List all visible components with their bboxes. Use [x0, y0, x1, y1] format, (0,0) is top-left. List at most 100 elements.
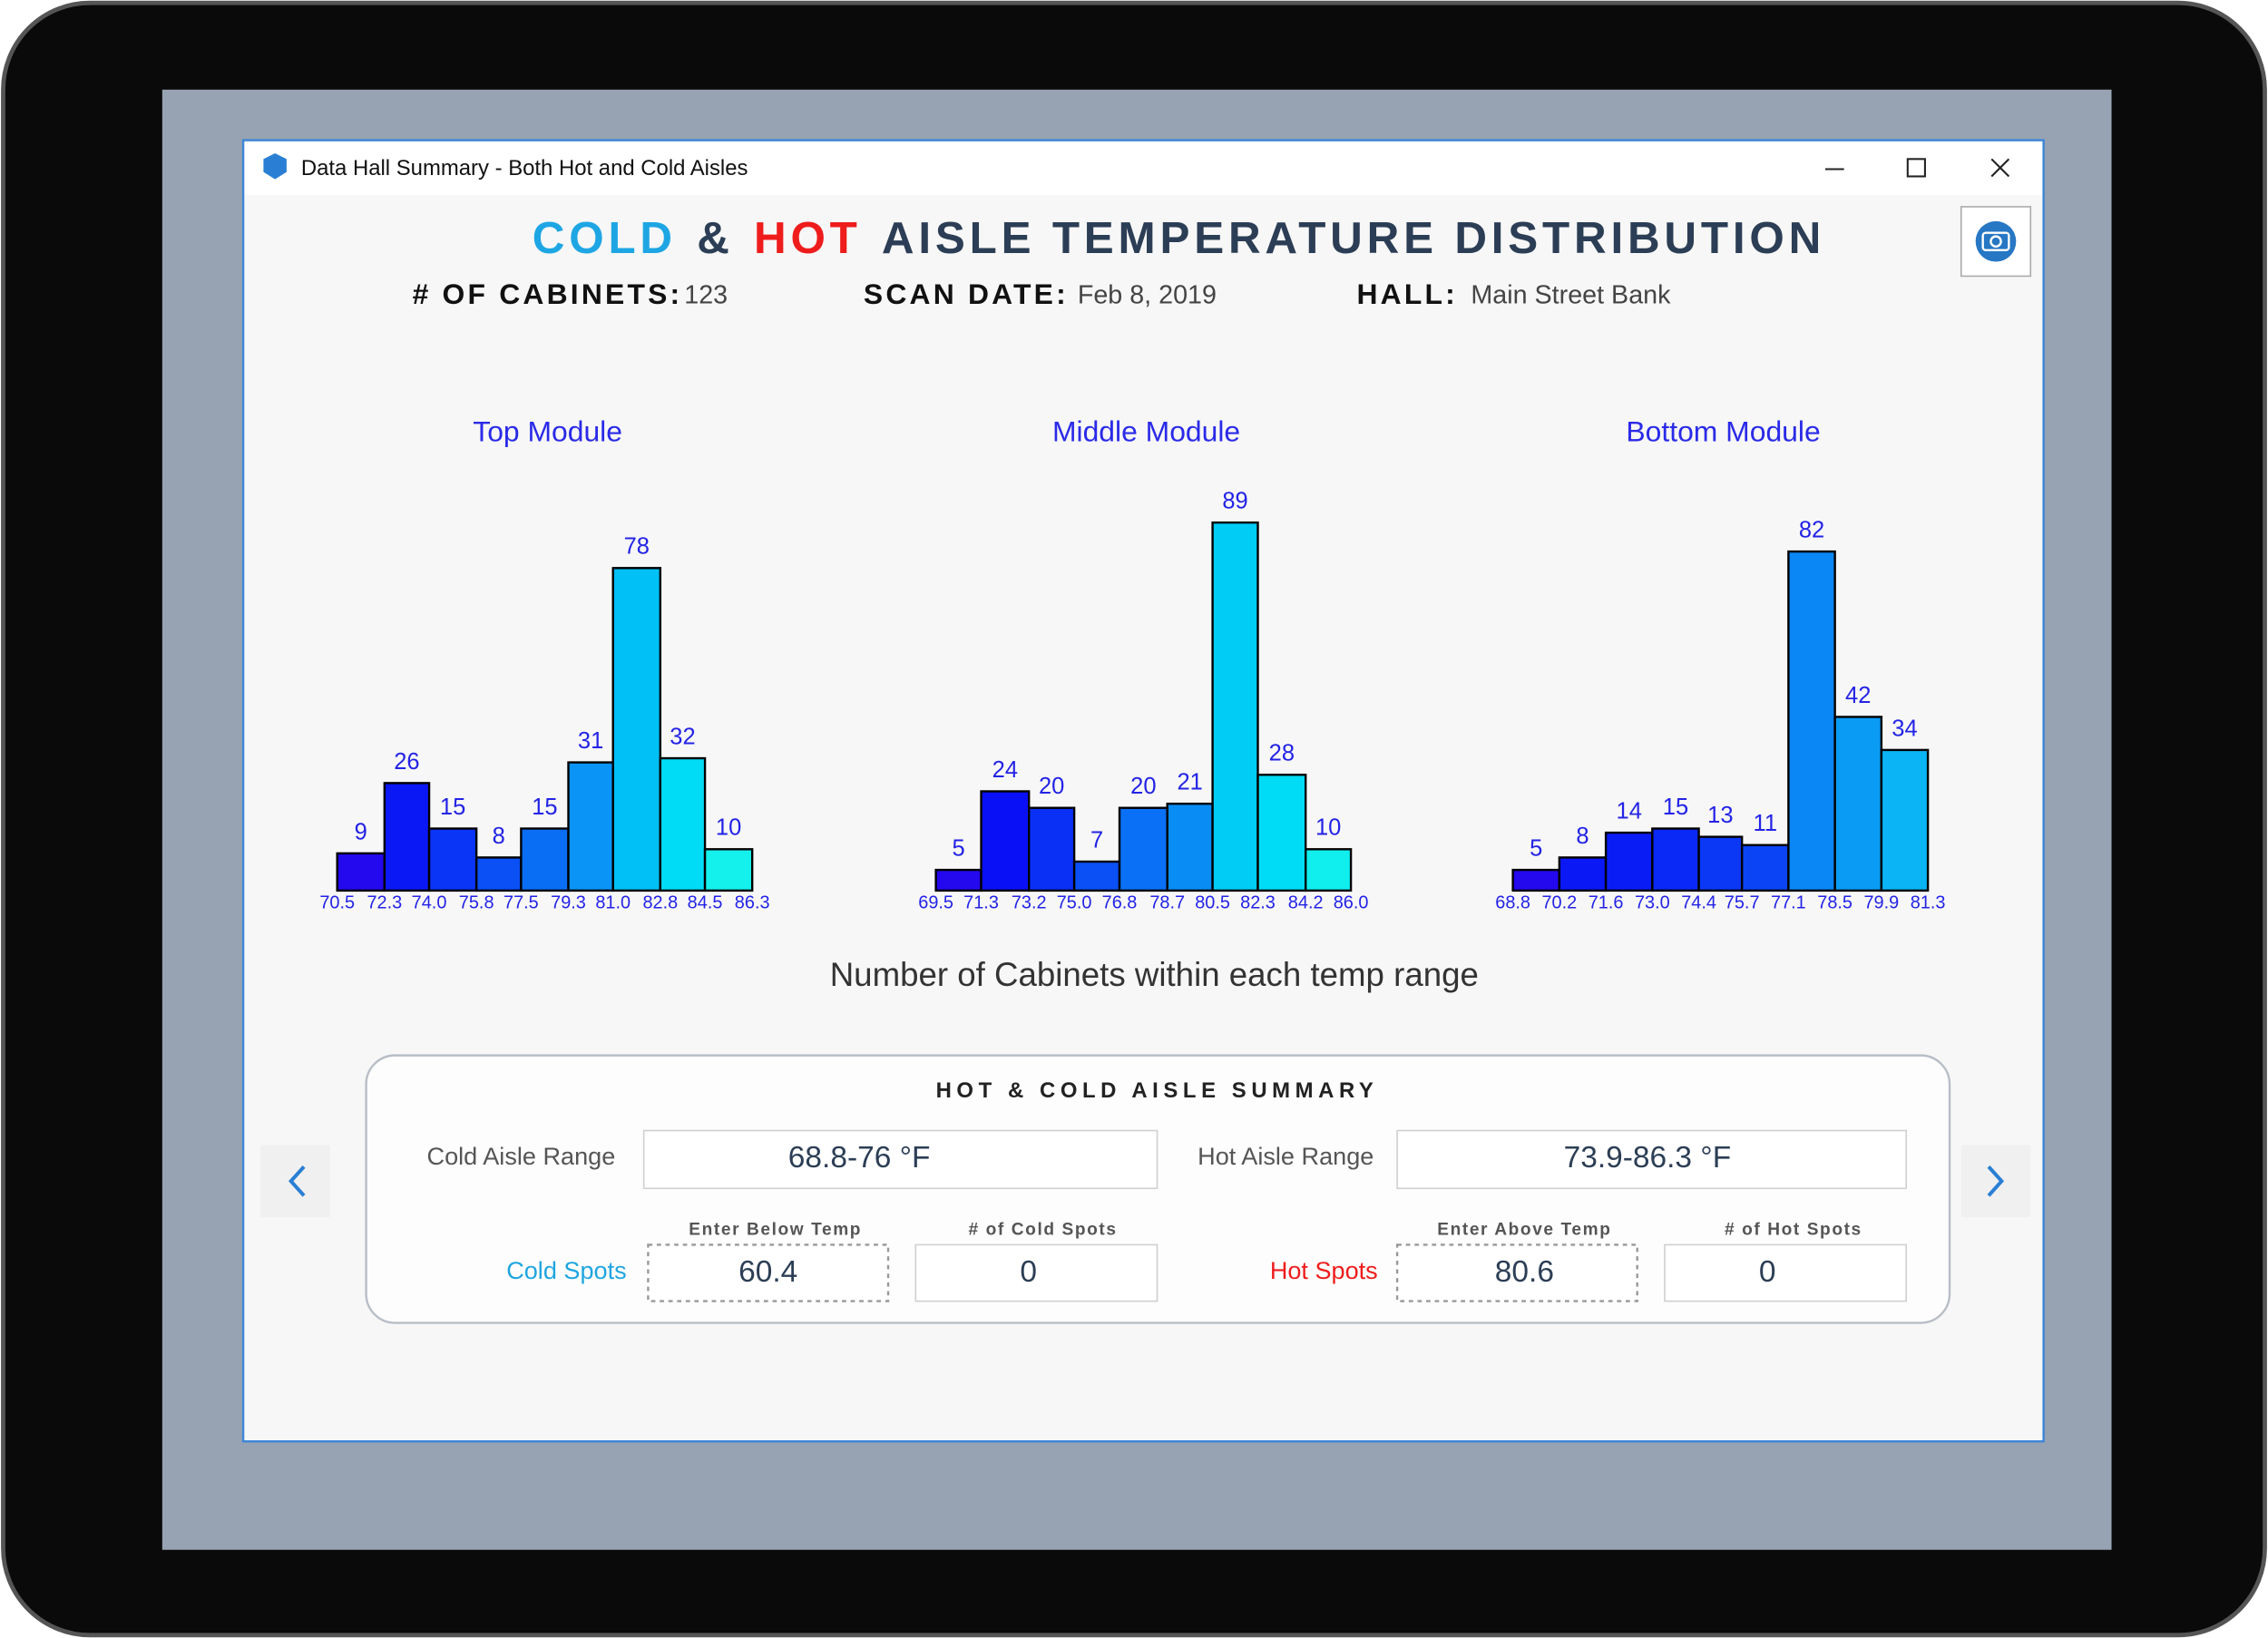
hot-range-field[interactable]	[1396, 1129, 1907, 1190]
hot-range-label: Hot Aisle Range	[1198, 1142, 1374, 1170]
bar	[427, 827, 478, 892]
camera-glyph	[1981, 231, 2010, 251]
title-cold: COLD	[533, 213, 677, 263]
bar	[611, 567, 662, 892]
value-label: 15	[440, 795, 465, 820]
close-button[interactable]	[1990, 158, 2010, 178]
title-hot: HOT	[754, 213, 862, 263]
below-temp-label: Enter Below Temp	[689, 1221, 862, 1240]
caption: Number of Cabinets within each temp rang…	[830, 956, 1479, 993]
cold-count-label: # of Cold Spots	[969, 1221, 1118, 1240]
cabinets-value: 123	[684, 280, 728, 309]
below-temp-value: 60.4	[738, 1255, 797, 1289]
x-tick-label: 78.5	[1817, 893, 1853, 913]
value-label: 26	[394, 749, 419, 775]
camera-icon	[1975, 220, 2017, 262]
x-tick-label: 81.3	[1911, 893, 1946, 913]
prev-button[interactable]	[260, 1145, 330, 1218]
value-label: 14	[1617, 798, 1642, 824]
x-tick-label: 70.2	[1541, 893, 1577, 913]
hot-count-label: # of Hot Spots	[1725, 1221, 1862, 1240]
value-label: 78	[624, 534, 650, 560]
bar	[336, 852, 386, 892]
x-tick-label: 84.5	[688, 893, 723, 913]
hall-label: HALL:	[1356, 278, 1458, 310]
bar	[1880, 748, 1930, 892]
main-title: COLD & HOT AISLE TEMPERATURE DISTRIBUTION	[533, 213, 1825, 263]
x-tick-label: 79.3	[551, 893, 586, 913]
x-tick-label: 86.3	[735, 893, 770, 913]
x-tick-label: 72.3	[367, 893, 402, 913]
bar	[980, 790, 1031, 892]
title-rest: AISLE TEMPERATURE DISTRIBUTION	[882, 213, 1825, 263]
hall-value: Main Street Bank	[1471, 280, 1671, 309]
chart-title: Top Module	[473, 415, 622, 448]
value-label: 42	[1845, 683, 1871, 708]
x-tick-label: 74.0	[412, 893, 447, 913]
cold-range-label: Cold Aisle Range	[427, 1142, 616, 1170]
value-label: 13	[1707, 803, 1733, 828]
camera-lens	[1989, 235, 2002, 248]
value-label: 31	[578, 728, 603, 754]
bar	[1740, 843, 1790, 892]
bar	[1072, 860, 1121, 892]
x-tick-label: 75.7	[1725, 893, 1760, 913]
value-label: 15	[1663, 795, 1688, 820]
x-tick-label: 71.3	[963, 893, 999, 913]
x-tick-label: 86.0	[1334, 893, 1369, 913]
value-label: 8	[1576, 824, 1589, 849]
value-label: 24	[992, 757, 1018, 783]
app-icon	[263, 152, 287, 180]
value-label: 10	[1315, 815, 1341, 841]
x-tick-label: 78.7	[1149, 893, 1185, 913]
value-label: 11	[1754, 811, 1777, 836]
cold-range-field[interactable]	[642, 1129, 1158, 1190]
chart-title: Middle Module	[1052, 415, 1240, 448]
bar	[1256, 774, 1307, 892]
value-label: 32	[670, 724, 695, 749]
cold-range-value: 68.8-76 °F	[788, 1141, 931, 1175]
value-label: 8	[493, 824, 505, 849]
x-tick-label: 73.2	[1012, 893, 1047, 913]
bar	[1697, 835, 1744, 892]
value-label: 89	[1222, 489, 1247, 514]
above-temp-field[interactable]	[1395, 1243, 1638, 1302]
hot-range-value: 73.9-86.3 °F	[1564, 1141, 1732, 1175]
next-button[interactable]	[1960, 1145, 2031, 1218]
x-tick-label: 74.4	[1681, 893, 1716, 913]
x-tick-label: 82.8	[642, 893, 678, 913]
bar	[934, 868, 982, 892]
hot-count-value: 0	[1759, 1255, 1776, 1289]
below-temp-field[interactable]	[647, 1243, 890, 1302]
scan-date-value: Feb 8, 2019	[1078, 280, 1217, 309]
cabinets-label: # OF CABINETS:	[413, 278, 683, 310]
bar	[1787, 550, 1836, 892]
bar	[1511, 868, 1561, 892]
value-label: 15	[532, 795, 557, 820]
next-arrow	[1987, 1165, 2005, 1197]
hot-spots-label: Hot Spots	[1270, 1256, 1378, 1284]
bar	[1604, 831, 1654, 892]
x-tick-label: 81.0	[595, 893, 631, 913]
above-temp-value: 80.6	[1495, 1255, 1554, 1289]
bar	[567, 761, 614, 892]
value-label: 10	[716, 815, 741, 841]
chart-title: Bottom Module	[1626, 415, 1820, 448]
x-tick-label: 80.5	[1195, 893, 1230, 913]
bar	[659, 756, 707, 892]
value-label: 82	[1799, 517, 1824, 542]
bar	[1558, 856, 1608, 892]
window-title: Data Hall Summary - Both Hot and Cold Ai…	[301, 156, 748, 180]
bar	[1651, 827, 1700, 892]
cold-count-field	[914, 1243, 1158, 1302]
x-tick-label: 82.3	[1240, 893, 1276, 913]
x-tick-label: 71.6	[1589, 893, 1624, 913]
cold-spots-label: Cold Spots	[506, 1256, 626, 1284]
value-label: 20	[1130, 774, 1156, 799]
value-label: 21	[1177, 770, 1202, 795]
x-tick-label: 84.2	[1288, 893, 1324, 913]
maximize-button[interactable]	[1906, 158, 1926, 178]
value-label: 34	[1892, 716, 1917, 741]
summary-title: HOT & COLD AISLE SUMMARY	[936, 1078, 1379, 1103]
